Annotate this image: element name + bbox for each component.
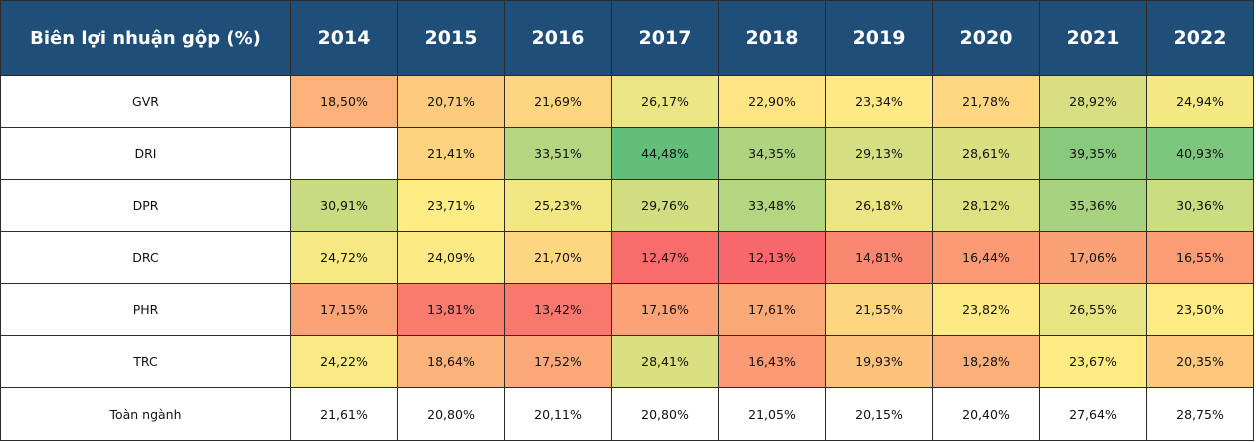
cell-dri-2016: 33,51% bbox=[504, 127, 612, 180]
cell-to-n-ng-nh-2019: 20,15% bbox=[825, 387, 933, 441]
cell-drc-2014: 24,72% bbox=[290, 231, 398, 284]
cell-to-n-ng-nh-2014: 21,61% bbox=[290, 387, 398, 441]
cell-drc-2017: 12,47% bbox=[611, 231, 719, 284]
cell-dri-2022: 40,93% bbox=[1146, 127, 1254, 180]
cell-dri-2017: 44,48% bbox=[611, 127, 719, 180]
cell-phr-2022: 23,50% bbox=[1146, 283, 1254, 336]
column-header-2017: 2017 bbox=[611, 0, 719, 76]
cell-phr-2018: 17,61% bbox=[718, 283, 826, 336]
cell-to-n-ng-nh-2017: 20,80% bbox=[611, 387, 719, 441]
cell-dri-2015: 21,41% bbox=[397, 127, 505, 180]
cell-dpr-2020: 28,12% bbox=[932, 179, 1040, 232]
cell-trc-2015: 18,64% bbox=[397, 335, 505, 388]
cell-drc-2022: 16,55% bbox=[1146, 231, 1254, 284]
row-label-gvr: GVR bbox=[0, 75, 291, 128]
cell-drc-2015: 24,09% bbox=[397, 231, 505, 284]
cell-dpr-2016: 25,23% bbox=[504, 179, 612, 232]
cell-to-n-ng-nh-2015: 20,80% bbox=[397, 387, 505, 441]
row-label-trc: TRC bbox=[0, 335, 291, 388]
cell-dri-2019: 29,13% bbox=[825, 127, 933, 180]
column-header-2021: 2021 bbox=[1039, 0, 1147, 76]
cell-phr-2020: 23,82% bbox=[932, 283, 1040, 336]
heatmap-body: GVR 18,50% 20,71% 21,69% 26,17% 22,90% 23,34% 2… bbox=[0, 75, 1254, 441]
row-label-dri: DRI bbox=[0, 127, 291, 180]
cell-gvr-2019: 23,34% bbox=[825, 75, 933, 128]
cell-phr-2015: 13,81% bbox=[397, 283, 505, 336]
cell-gvr-2021: 28,92% bbox=[1039, 75, 1147, 128]
cell-drc-2019: 14,81% bbox=[825, 231, 933, 284]
cell-dpr-2015: 23,71% bbox=[397, 179, 505, 232]
row-label-dpr: DPR bbox=[0, 179, 291, 232]
column-header-2022: 2022 bbox=[1146, 0, 1254, 76]
cell-gvr-2015: 20,71% bbox=[397, 75, 505, 128]
cell-to-n-ng-nh-2021: 27,64% bbox=[1039, 387, 1147, 441]
cell-trc-2021: 23,67% bbox=[1039, 335, 1147, 388]
cell-phr-2021: 26,55% bbox=[1039, 283, 1147, 336]
cell-trc-2018: 16,43% bbox=[718, 335, 826, 388]
cell-trc-2017: 28,41% bbox=[611, 335, 719, 388]
cell-to-n-ng-nh-2020: 20,40% bbox=[932, 387, 1040, 441]
row-label-phr: PHR bbox=[0, 283, 291, 336]
cell-drc-2021: 17,06% bbox=[1039, 231, 1147, 284]
cell-gvr-2017: 26,17% bbox=[611, 75, 719, 128]
cell-dpr-2017: 29,76% bbox=[611, 179, 719, 232]
column-header-2019: 2019 bbox=[825, 0, 933, 76]
cell-drc-2020: 16,44% bbox=[932, 231, 1040, 284]
chart-title: Biên lợi nhuận gộp (%) bbox=[0, 0, 291, 76]
column-header-2015: 2015 bbox=[397, 0, 505, 76]
cell-gvr-2018: 22,90% bbox=[718, 75, 826, 128]
row-label-to-n-ng-nh: Toàn ngành bbox=[0, 387, 291, 441]
cell-to-n-ng-nh-2022: 28,75% bbox=[1146, 387, 1254, 441]
cell-phr-2014: 17,15% bbox=[290, 283, 398, 336]
cell-dpr-2019: 26,18% bbox=[825, 179, 933, 232]
cell-trc-2014: 24,22% bbox=[290, 335, 398, 388]
column-header-2014: 2014 bbox=[290, 0, 398, 76]
cell-dpr-2021: 35,36% bbox=[1039, 179, 1147, 232]
row-dri: DRI 21,41% 33,51% 44,48% 34,35% 29,13% 28,61% 3… bbox=[0, 127, 1254, 180]
cell-dpr-2018: 33,48% bbox=[718, 179, 826, 232]
row-drc: DRC 24,72% 24,09% 21,70% 12,47% 12,13% 14,81% 1… bbox=[0, 231, 1254, 284]
cell-dri-2021: 39,35% bbox=[1039, 127, 1147, 180]
cell-dpr-2014: 30,91% bbox=[290, 179, 398, 232]
cell-gvr-2014: 18,50% bbox=[290, 75, 398, 128]
cell-gvr-2016: 21,69% bbox=[504, 75, 612, 128]
cell-phr-2016: 13,42% bbox=[504, 283, 612, 336]
cell-phr-2019: 21,55% bbox=[825, 283, 933, 336]
cell-drc-2018: 12,13% bbox=[718, 231, 826, 284]
cell-trc-2022: 20,35% bbox=[1146, 335, 1254, 388]
cell-trc-2019: 19,93% bbox=[825, 335, 933, 388]
row-to-n-ng-nh: Toàn ngành 21,61% 20,80% 20,11% 20,80% 21,05%… bbox=[0, 387, 1254, 441]
cell-trc-2016: 17,52% bbox=[504, 335, 612, 388]
cell-to-n-ng-nh-2016: 20,11% bbox=[504, 387, 612, 441]
cell-gvr-2020: 21,78% bbox=[932, 75, 1040, 128]
column-header-2020: 2020 bbox=[932, 0, 1040, 76]
cell-to-n-ng-nh-2018: 21,05% bbox=[718, 387, 826, 441]
row-gvr: GVR 18,50% 20,71% 21,69% 26,17% 22,90% 23,34% 2… bbox=[0, 75, 1254, 128]
cell-dpr-2022: 30,36% bbox=[1146, 179, 1254, 232]
cell-drc-2016: 21,70% bbox=[504, 231, 612, 284]
cell-trc-2020: 18,28% bbox=[932, 335, 1040, 388]
header-row: Biên lợi nhuận gộp (%) 2014 2015 2016 2017 2… bbox=[0, 0, 1254, 76]
row-dpr: DPR 30,91% 23,71% 25,23% 29,76% 33,48% 26,18% 2… bbox=[0, 179, 1254, 232]
row-trc: TRC 24,22% 18,64% 17,52% 28,41% 16,43% 19,93% 1… bbox=[0, 335, 1254, 388]
cell-dri-2018: 34,35% bbox=[718, 127, 826, 180]
cell-dri-2014 bbox=[290, 127, 398, 180]
column-header-2016: 2016 bbox=[504, 0, 612, 76]
cell-phr-2017: 17,16% bbox=[611, 283, 719, 336]
row-label-drc: DRC bbox=[0, 231, 291, 284]
cell-gvr-2022: 24,94% bbox=[1146, 75, 1254, 128]
column-header-2018: 2018 bbox=[718, 0, 826, 76]
row-phr: PHR 17,15% 13,81% 13,42% 17,16% 17,61% 21,55% 2… bbox=[0, 283, 1254, 336]
cell-dri-2020: 28,61% bbox=[932, 127, 1040, 180]
